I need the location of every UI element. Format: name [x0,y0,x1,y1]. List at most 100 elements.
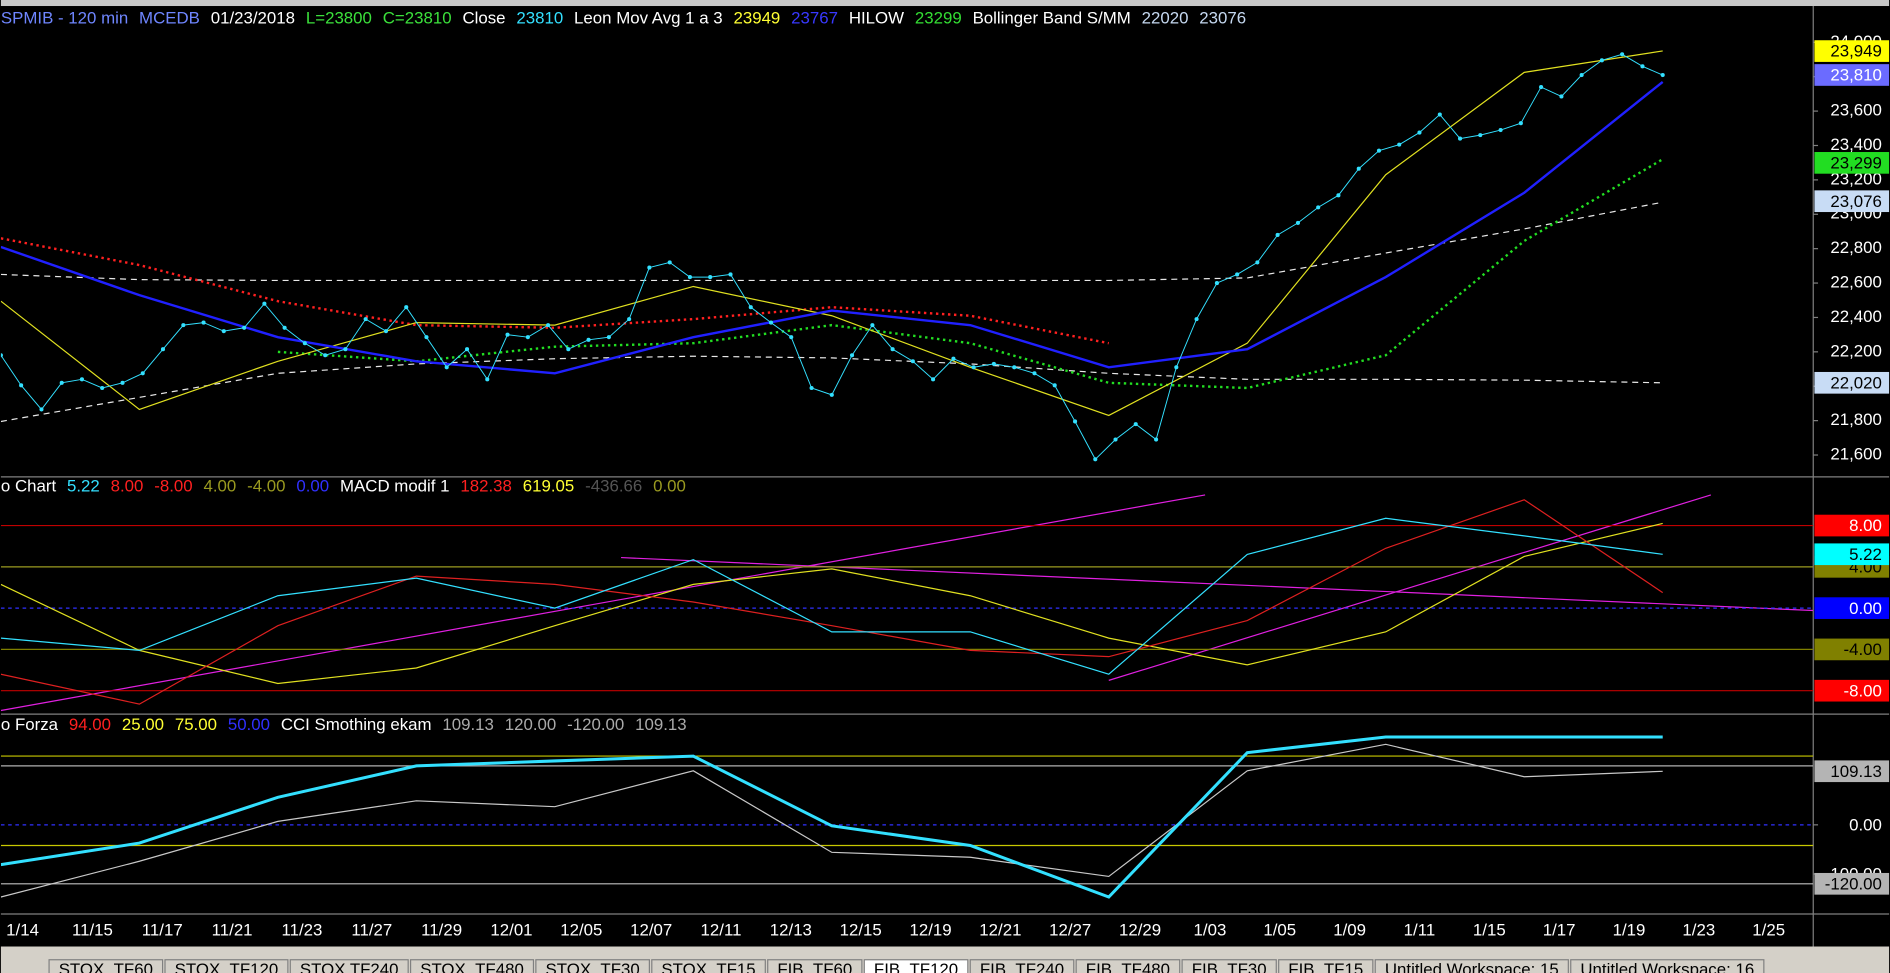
level-label: -8.00 [1843,681,1881,700]
trendline [0,494,1206,712]
top-bar [0,0,1890,7]
tab-label[interactable]: FIB_TF480 [1086,960,1170,973]
tab-label[interactable]: Untitled Workspace: 15 [1385,960,1559,973]
level-box [1814,679,1890,702]
level-box [1814,371,1890,394]
tab[interactable] [767,959,863,973]
x-tick-label: 11/23 [281,920,322,939]
legend-item: 120.00 [505,716,557,735]
x-tick-label: 1/14 [6,920,39,939]
legend-item: 109.13 [635,716,687,735]
tab[interactable] [1570,959,1765,973]
tab[interactable] [409,959,535,973]
tab[interactable] [48,959,164,973]
tab[interactable] [1278,959,1374,973]
x-tick-label: 11/15 [72,920,113,939]
x-tick-label: 11/17 [142,920,183,939]
tab-label[interactable]: FIB_TF240 [980,960,1064,973]
level-label: 109.13 [1830,762,1882,781]
x-tick-label: 12/13 [770,920,812,939]
x-tick-label: 12/15 [840,920,882,939]
level-label: 8.00 [1849,516,1882,535]
tab-label[interactable]: Untitled Workspace: 16 [1580,960,1754,973]
legend: SPMIB - 120 min MCEDB 01/23/2018 L=23800 C=2… [1,9,1246,28]
x-tick-label: 12/27 [1049,920,1091,939]
legend: o Forza 94.00 25.00 75.00 50.00 CCI Smothing … [1,716,687,735]
level-label: 23,299 [1830,154,1882,173]
tab-label[interactable]: STOX_TF30 [545,960,639,973]
legend-item: C=23810 [383,9,452,28]
x-tick-label: 12/11 [701,920,742,939]
tab-label[interactable]: STOX_TF480 [420,960,524,973]
x-tick-label: 11/29 [421,920,462,939]
legend-item: Close [462,9,505,28]
legend-item: MCEDB [139,9,200,28]
legend-item: 0.00 [296,477,329,496]
legend-item: 01/23/2018 [211,9,295,28]
legend-item: 5.22 [67,477,100,496]
x-tick-label: 12/01 [490,920,532,939]
legend-item: 23810 [516,9,563,28]
legend-item: L=23800 [306,9,372,28]
legend-item: 22020 [1142,9,1189,28]
legend-item: 25.00 [122,716,164,735]
tab-label[interactable]: FIB_TF30 [1192,960,1267,973]
level-label: 5.22 [1849,545,1882,564]
tab-label[interactable]: FIB_TF60 [777,960,852,973]
indicator-line [0,499,1664,705]
x-tick-label: 1/05 [1263,920,1296,939]
tab[interactable] [289,959,409,973]
x-tick-label: 1/23 [1682,920,1715,939]
tab[interactable] [164,959,289,973]
indicator-line [0,743,1663,898]
x-tick-label: 12/29 [1119,920,1161,939]
tab-label[interactable]: STOX TF240 [300,960,399,973]
y-tick-label: 23,600 [1830,101,1882,120]
tab-label[interactable]: FIB_TF120 [874,960,958,973]
y-tick-label: 22,200 [1830,341,1882,360]
x-tick-label: 12/19 [909,920,951,939]
legend-item: 619.05 [523,477,575,496]
x-tick-label: 11/21 [212,920,253,939]
tab-label[interactable]: STOX_TF15 [661,960,755,973]
legend-item: 4.00 [204,477,237,496]
legend-item: Leon Mov Avg 1 a 3 [574,9,723,28]
level-box [1814,152,1890,174]
panel [0,50,1665,462]
x-tick-label: 1/15 [1473,920,1506,939]
legend: o Chart 5.22 8.00 -8.00 4.00 -4.00 0.00 MACD mo… [1,477,686,496]
tab[interactable] [969,959,1075,973]
tab-label[interactable]: STOX_TF60 [59,960,153,973]
tab[interactable] [1181,959,1277,973]
tab-label[interactable]: STOX_TF120 [175,960,279,973]
legend-item: MACD modif 1 [340,477,450,496]
indicator-line [0,517,1663,675]
level-box [1814,872,1890,895]
x-tick-label: 1/09 [1333,920,1366,939]
x-tick-label: 1/19 [1613,920,1646,939]
tab[interactable] [863,959,969,973]
legend-item: 75.00 [175,716,217,735]
level-box [1814,64,1890,86]
level-label: -120.00 [1825,874,1882,893]
y-tick-label: 23,400 [1830,135,1882,154]
x-tick-label: 11/27 [351,920,392,939]
legend-item: 8.00 [111,477,144,496]
x-tick-label: 12/05 [560,920,602,939]
indicator-line [0,522,1663,685]
legend-item: 0.00 [653,477,686,496]
tab-label[interactable]: FIB_TF15 [1288,960,1363,973]
y-tick-label: 22,400 [1830,307,1882,326]
level-box [1814,638,1890,661]
tab[interactable] [1075,959,1181,973]
legend-item: SPMIB - 120 min [1,9,128,28]
legend-item: 23949 [733,9,780,28]
tab[interactable] [651,959,766,973]
y-tick-label: 21,800 [1830,410,1882,429]
legend-item: 109.13 [442,716,494,735]
x-tick-label: 12/21 [979,920,1021,939]
tab[interactable] [535,959,650,973]
y-tick-label: 21,600 [1830,444,1882,463]
tab[interactable] [1374,959,1569,973]
